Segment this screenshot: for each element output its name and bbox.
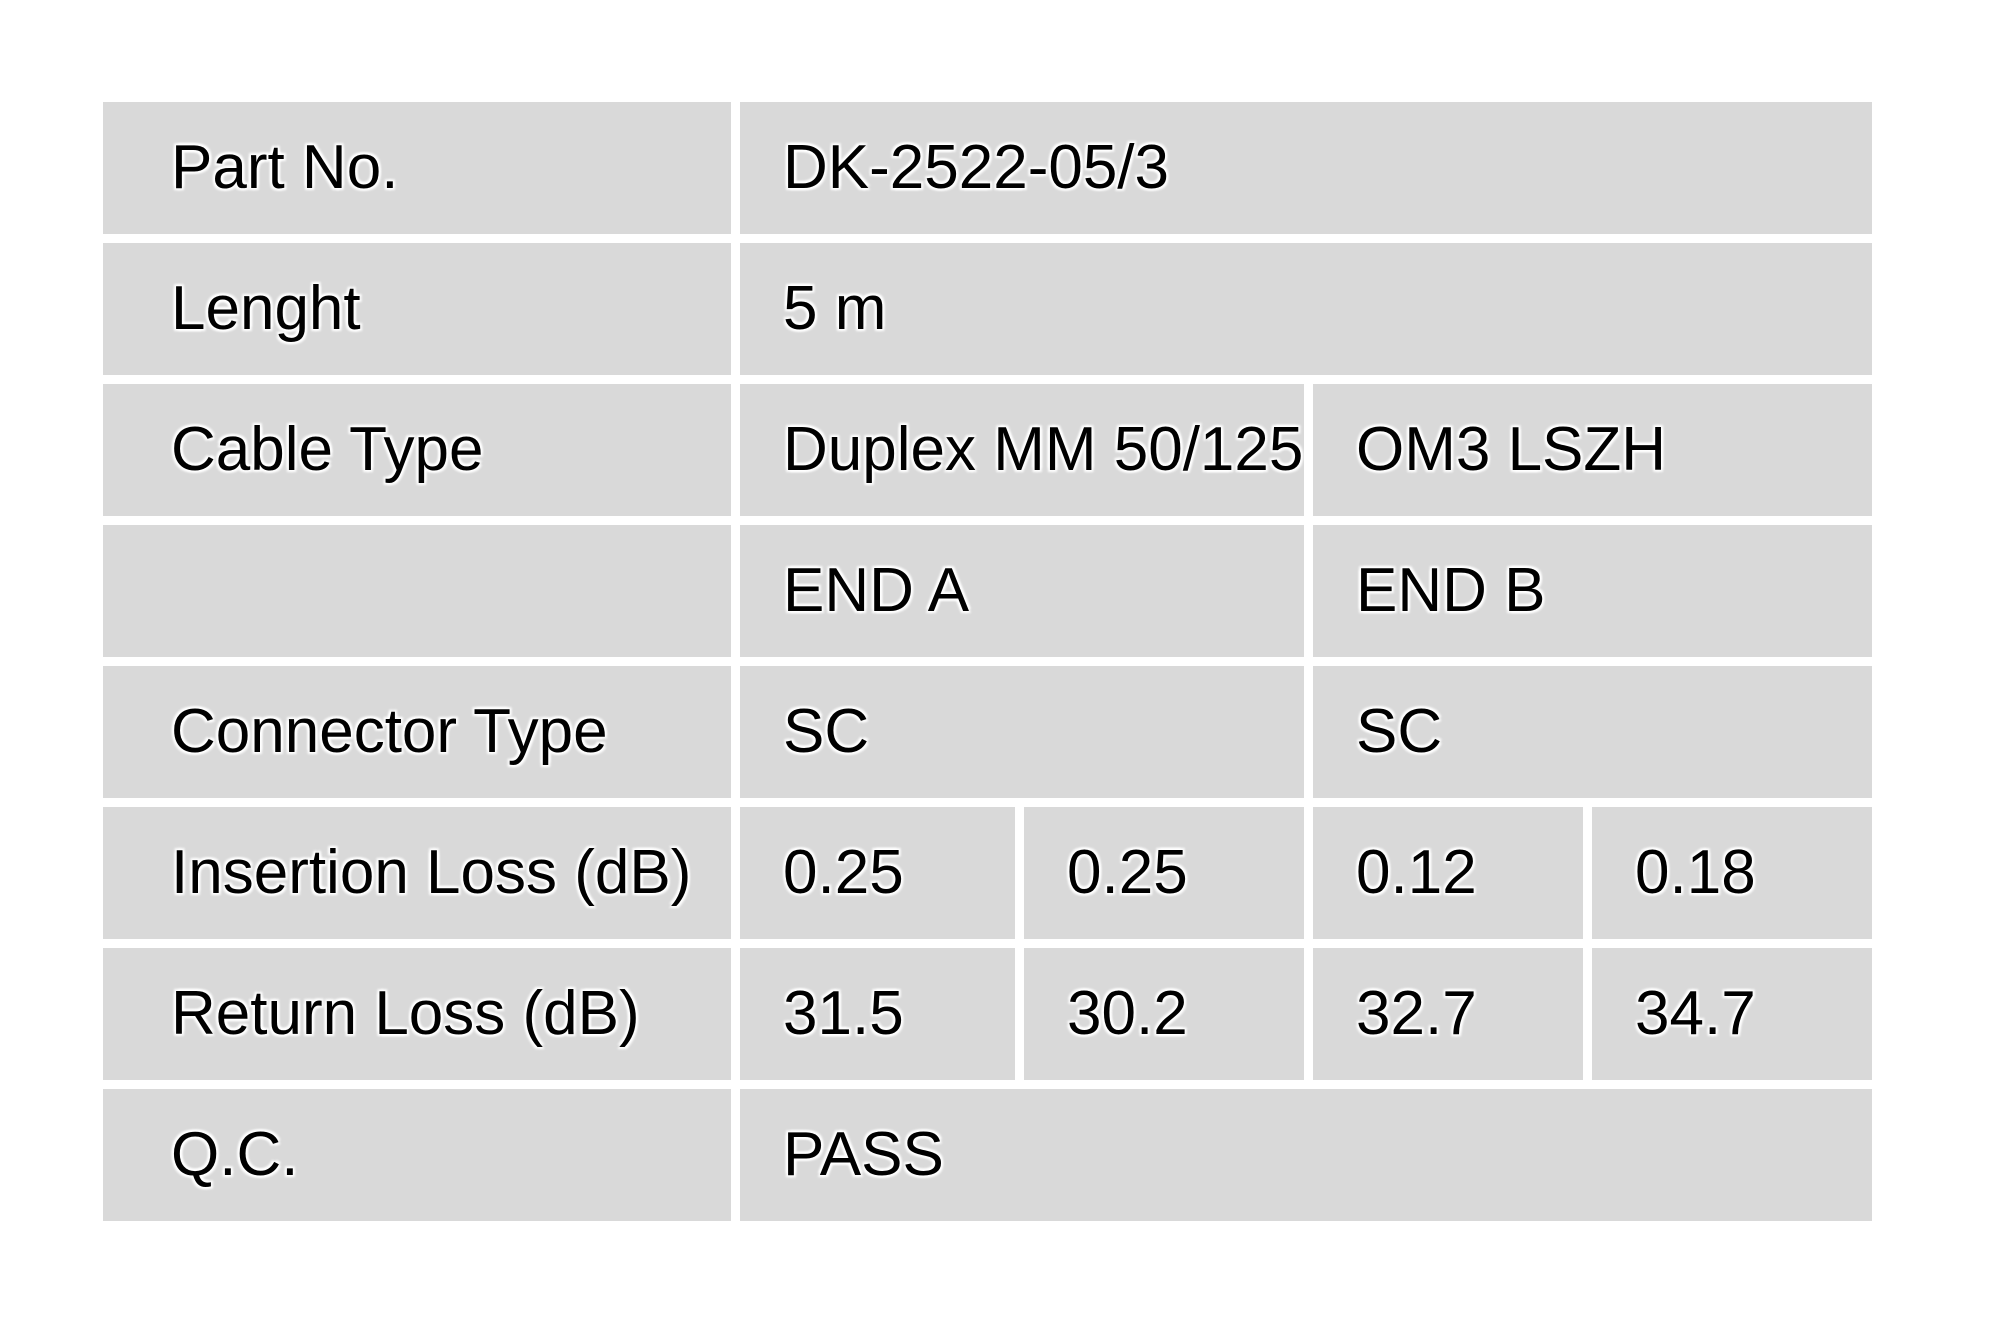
row-part-no: Part No. DK-2522-05/3 — [103, 102, 1872, 234]
return-loss-end-b-1: 32.7 — [1313, 948, 1583, 1080]
row-return-loss: Return Loss (dB) 31.5 30.2 32.7 34.7 — [103, 948, 1872, 1080]
cable-type-label: Cable Type — [103, 384, 731, 516]
row-connector-type: Connector Type SC SC — [103, 666, 1872, 798]
cable-spec-table: Part No. DK-2522-05/3 Lenght 5 m Cable T… — [103, 102, 1872, 1230]
insertion-loss-end-b-1: 0.12 — [1313, 807, 1583, 939]
part-no-label: Part No. — [103, 102, 731, 234]
row-cable-type: Cable Type Duplex MM 50/125 OM3 LSZH — [103, 384, 1872, 516]
return-loss-end-a-2: 30.2 — [1024, 948, 1304, 1080]
insertion-loss-end-a-1: 0.25 — [740, 807, 1015, 939]
insertion-loss-label: Insertion Loss (dB) — [103, 807, 731, 939]
row-end-headers: END A END B — [103, 525, 1872, 657]
return-loss-end-a-1: 31.5 — [740, 948, 1015, 1080]
row-length: Lenght 5 m — [103, 243, 1872, 375]
return-loss-label: Return Loss (dB) — [103, 948, 731, 1080]
insertion-loss-end-b-2: 0.18 — [1592, 807, 1872, 939]
connector-type-label: Connector Type — [103, 666, 731, 798]
part-no-value: DK-2522-05/3 — [740, 102, 1872, 234]
length-value: 5 m — [740, 243, 1872, 375]
connector-type-end-a: SC — [740, 666, 1304, 798]
end-b-header: END B — [1313, 525, 1872, 657]
length-label: Lenght — [103, 243, 731, 375]
connector-type-end-b: SC — [1313, 666, 1872, 798]
end-header-empty-cell — [103, 525, 731, 657]
cable-type-value-1: Duplex MM 50/125 — [740, 384, 1304, 516]
qc-label: Q.C. — [103, 1089, 731, 1221]
return-loss-end-b-2: 34.7 — [1592, 948, 1872, 1080]
row-insertion-loss: Insertion Loss (dB) 0.25 0.25 0.12 0.18 — [103, 807, 1872, 939]
cable-type-value-2: OM3 LSZH — [1313, 384, 1872, 516]
qc-value: PASS — [740, 1089, 1872, 1221]
end-a-header: END A — [740, 525, 1304, 657]
insertion-loss-end-a-2: 0.25 — [1024, 807, 1304, 939]
row-qc: Q.C. PASS — [103, 1089, 1872, 1221]
